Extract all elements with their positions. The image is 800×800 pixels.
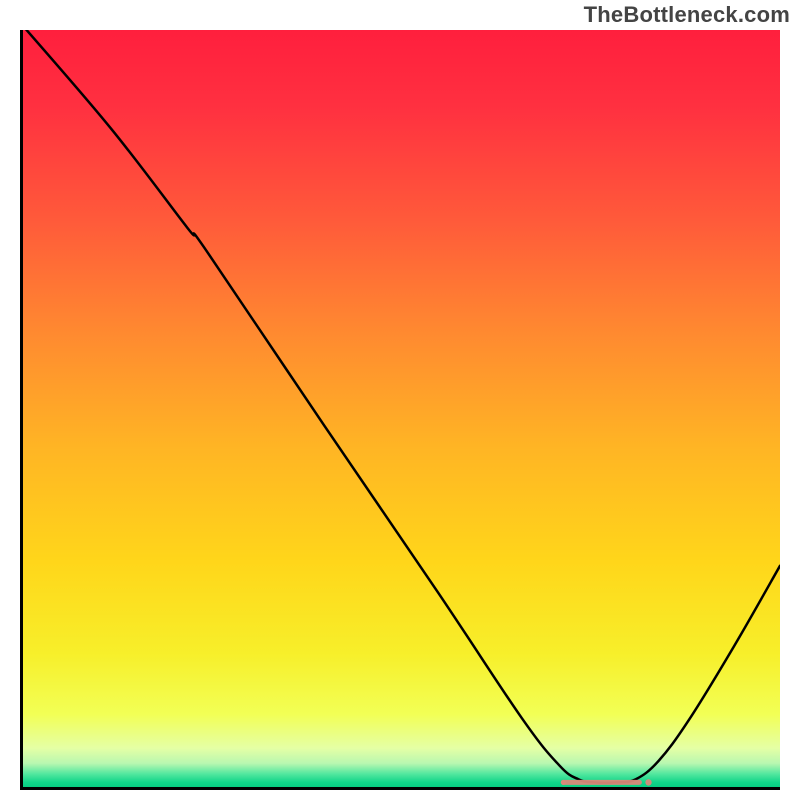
brand-watermark: TheBottleneck.com — [584, 2, 790, 28]
plot-svg — [20, 30, 780, 790]
plot-frame — [20, 30, 780, 790]
optimum-marker — [561, 779, 652, 785]
gradient-background — [20, 30, 780, 790]
plot-area — [20, 30, 780, 790]
